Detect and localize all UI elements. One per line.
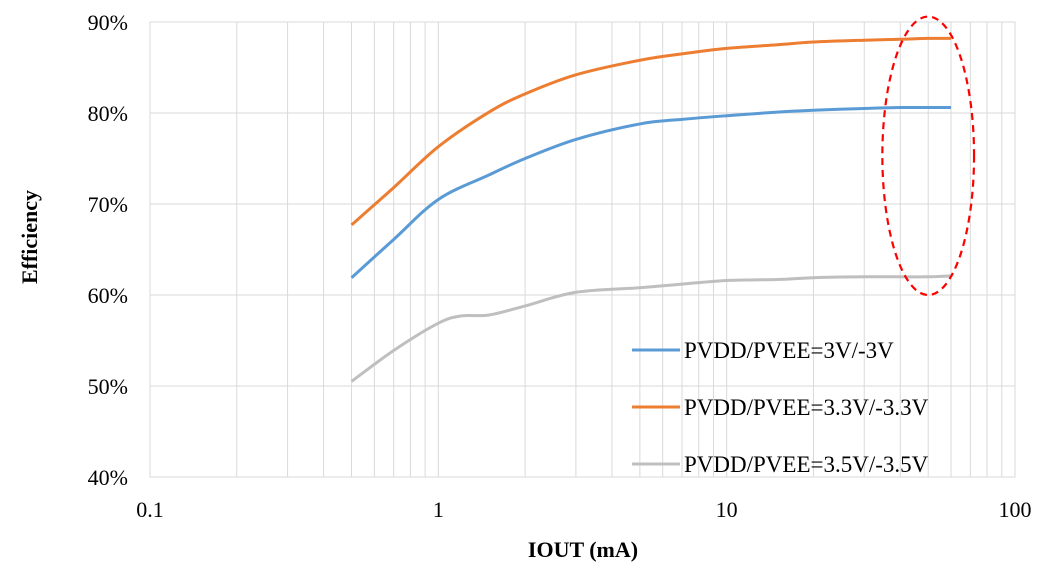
series-layer xyxy=(350,36,952,383)
legend: PVDD/PVEE=3V/-3V PVDD/PVEE=3.3V/-3.3V PVDD… xyxy=(632,338,929,477)
y-tick-label: 70% xyxy=(88,192,128,217)
x-tick-label: 1 xyxy=(433,497,444,522)
x-tick-label: 10 xyxy=(716,497,738,522)
y-tick-label: 90% xyxy=(88,10,128,35)
series-line-1 xyxy=(350,105,952,279)
x-tick-label: 100 xyxy=(999,497,1032,522)
series-line-3 xyxy=(350,274,952,383)
highlight-ellipse xyxy=(881,15,976,297)
plot-frame xyxy=(149,21,1016,478)
legend-label-2: PVDD/PVEE=3.3V/-3.3V xyxy=(684,395,929,420)
x-tick-label: 0.1 xyxy=(136,497,164,522)
x-axis-title: IOUT (mA) xyxy=(528,537,638,562)
y-tick-label: 80% xyxy=(88,101,128,126)
tick-labels: 40% 50% 60% 70% 80% 90% 0.1 1 10 100 xyxy=(88,10,1032,522)
legend-label-3: PVDD/PVEE=3.5V/-3.5V xyxy=(684,452,929,477)
axes xyxy=(149,21,1016,478)
y-axis-title: Efficiency xyxy=(17,190,42,284)
series-line-2 xyxy=(350,36,952,227)
y-tick-label: 40% xyxy=(88,465,128,490)
y-tick-label: 60% xyxy=(88,283,128,308)
y-tick-label: 50% xyxy=(88,374,128,399)
annotation-layer xyxy=(881,15,976,297)
legend-label-1: PVDD/PVEE=3V/-3V xyxy=(684,338,894,363)
